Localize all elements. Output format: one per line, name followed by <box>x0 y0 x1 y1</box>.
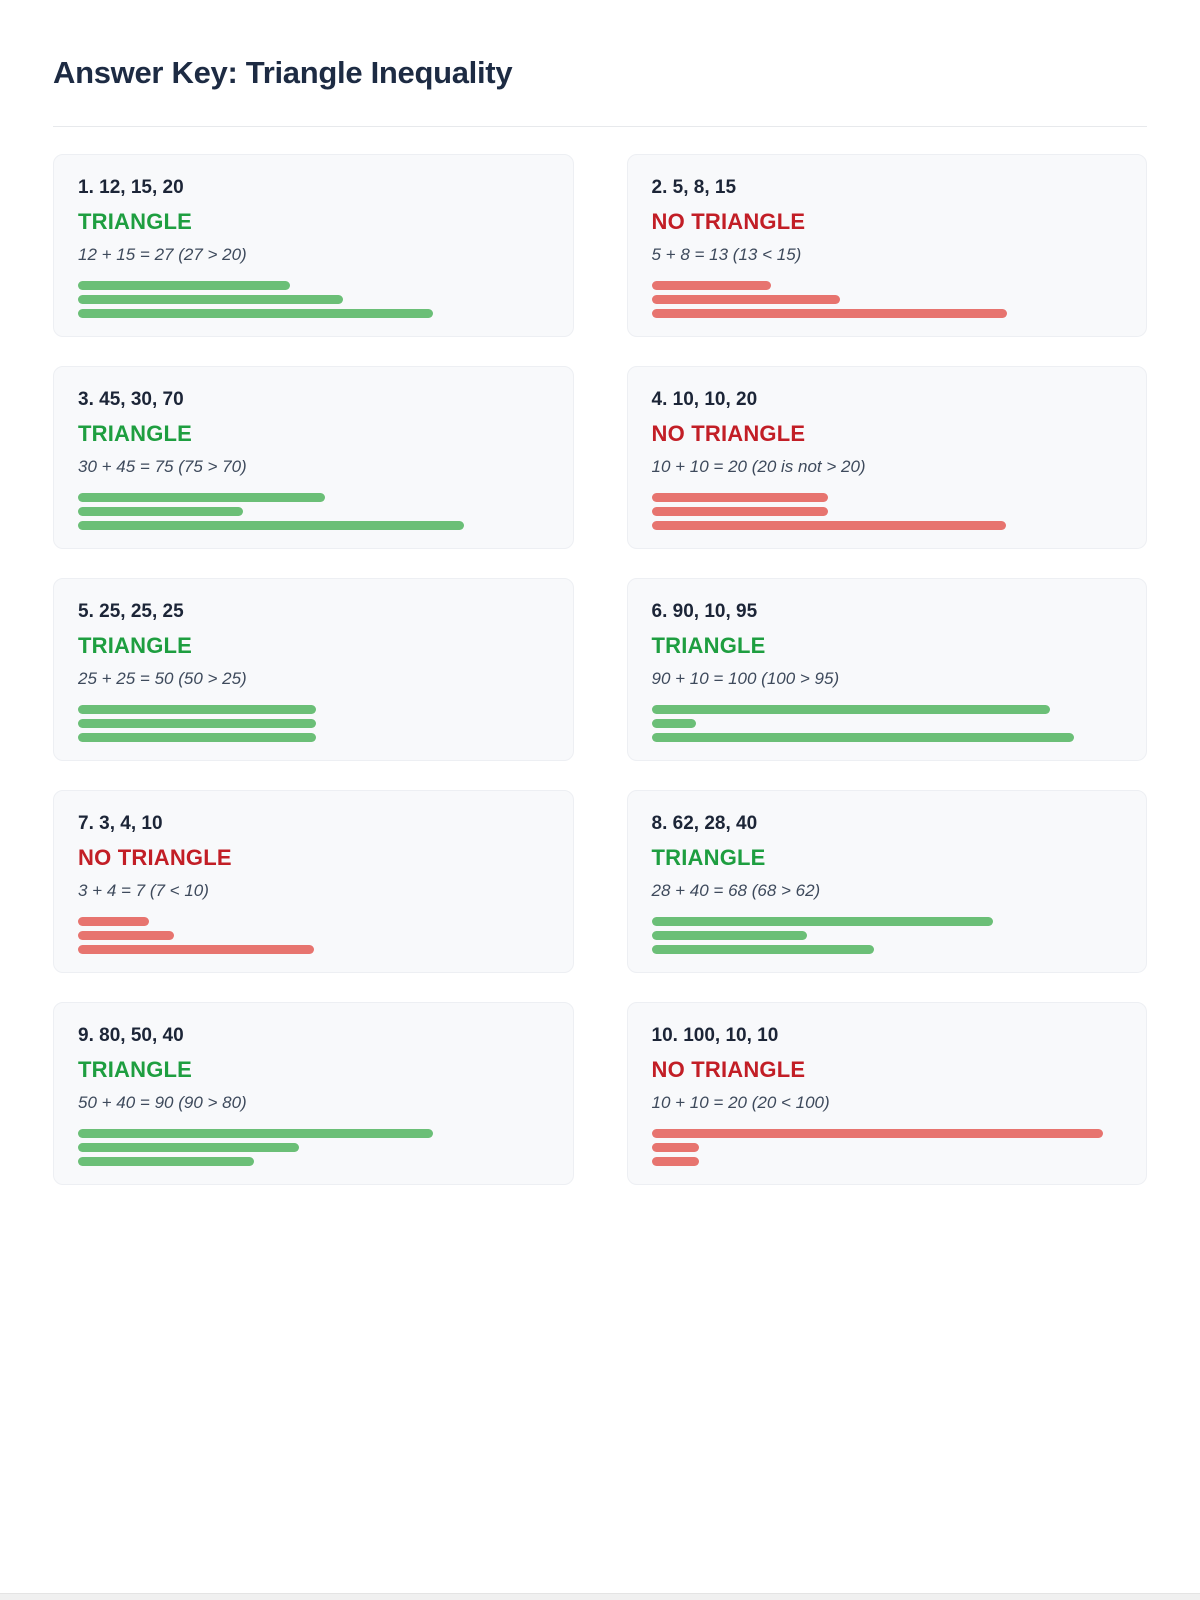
verdict-label: NO TRIANGLE <box>651 420 806 446</box>
verdict-label: TRIANGLE <box>651 632 766 658</box>
side-bars <box>651 704 1123 742</box>
side-bars <box>651 280 1123 318</box>
problem-sides: 2. 5, 8, 15 <box>651 176 737 198</box>
verdict-label: TRIANGLE <box>78 1056 193 1082</box>
side-bars <box>78 1128 549 1166</box>
answer-grid: 1. 12, 15, 20 TRIANGLE 12 + 15 = 27 (27 … <box>53 153 1147 1185</box>
side-length-bar <box>651 944 874 954</box>
side-length-bar <box>78 520 464 530</box>
verdict-label: TRIANGLE <box>651 844 766 870</box>
side-length-bar <box>78 718 317 728</box>
problem-sides: 8. 62, 28, 40 <box>651 812 758 834</box>
problem-sides: 10. 100, 10, 10 <box>651 1024 779 1046</box>
side-length-bar <box>78 704 317 714</box>
problem-sides: 1. 12, 15, 20 <box>78 176 184 198</box>
side-length-bar <box>78 916 149 926</box>
side-length-bar <box>78 308 433 318</box>
answer-card: 7. 3, 4, 10 NO TRIANGLE 3 + 4 = 7 (7 < 1… <box>53 789 574 973</box>
side-length-bar <box>78 506 243 516</box>
side-length-bar <box>651 1128 1104 1138</box>
side-length-bar <box>78 492 325 502</box>
explanation-text: 3 + 4 = 7 (7 < 10) <box>78 880 209 900</box>
side-length-bar <box>651 718 697 728</box>
side-bars <box>78 704 549 742</box>
verdict-label: NO TRIANGLE <box>651 1056 806 1082</box>
answer-card: 8. 62, 28, 40 TRIANGLE 28 + 40 = 68 (68 … <box>626 789 1147 973</box>
side-bars <box>78 280 549 318</box>
side-bars <box>78 916 549 954</box>
explanation-text: 10 + 10 = 20 (20 is not > 20) <box>651 456 866 476</box>
side-length-bar <box>78 1128 433 1138</box>
side-length-bar <box>651 704 1050 714</box>
side-length-bar <box>651 916 993 926</box>
verdict-label: TRIANGLE <box>78 632 193 658</box>
side-length-bar <box>78 1142 300 1152</box>
verdict-label: NO TRIANGLE <box>651 208 806 234</box>
explanation-text: 28 + 40 = 68 (68 > 62) <box>651 880 821 900</box>
side-length-bar <box>651 1156 699 1166</box>
problem-sides: 4. 10, 10, 20 <box>651 388 758 410</box>
title-divider <box>53 125 1147 127</box>
answer-card: 5. 25, 25, 25 TRIANGLE 25 + 25 = 50 (50 … <box>53 577 574 761</box>
page-title: Answer Key: Triangle Inequality <box>53 55 513 90</box>
side-length-bar <box>78 280 291 290</box>
side-length-bar <box>651 1142 699 1152</box>
answer-key-page: Answer Key: Triangle Inequality 1. 12, 1… <box>53 55 1147 1185</box>
side-bars <box>651 916 1123 954</box>
side-bars <box>78 492 549 530</box>
problem-sides: 3. 45, 30, 70 <box>78 388 184 410</box>
side-length-bar <box>78 1156 255 1166</box>
side-length-bar <box>651 280 771 290</box>
answer-card: 10. 100, 10, 10 NO TRIANGLE 10 + 10 = 20… <box>626 1001 1147 1185</box>
side-bars <box>651 492 1123 530</box>
side-length-bar <box>651 520 1007 530</box>
side-length-bar <box>78 294 344 304</box>
verdict-label: TRIANGLE <box>78 208 193 234</box>
bottom-strip <box>0 1593 1200 1600</box>
answer-card: 1. 12, 15, 20 TRIANGLE 12 + 15 = 27 (27 … <box>53 153 574 337</box>
verdict-label: NO TRIANGLE <box>78 844 232 870</box>
side-length-bar <box>78 732 317 742</box>
explanation-text: 90 + 10 = 100 (100 > 95) <box>651 668 840 688</box>
explanation-text: 50 + 40 = 90 (90 > 80) <box>78 1092 247 1112</box>
answer-card: 9. 80, 50, 40 TRIANGLE 50 + 40 = 90 (90 … <box>53 1001 574 1185</box>
explanation-text: 25 + 25 = 50 (50 > 25) <box>78 668 247 688</box>
side-bars <box>651 1128 1123 1166</box>
problem-sides: 5. 25, 25, 25 <box>78 600 184 622</box>
side-length-bar <box>78 930 174 940</box>
answer-card: 2. 5, 8, 15 NO TRIANGLE 5 + 8 = 13 (13 <… <box>626 153 1147 337</box>
answer-card: 6. 90, 10, 95 TRIANGLE 90 + 10 = 100 (10… <box>626 577 1147 761</box>
answer-card: 4. 10, 10, 20 NO TRIANGLE 10 + 10 = 20 (… <box>626 365 1147 549</box>
side-length-bar <box>651 492 828 502</box>
side-length-bar <box>78 944 315 954</box>
side-length-bar <box>651 732 1074 742</box>
explanation-text: 30 + 45 = 75 (75 > 70) <box>78 456 247 476</box>
explanation-text: 12 + 15 = 27 (27 > 20) <box>78 244 247 264</box>
side-length-bar <box>651 308 1008 318</box>
side-length-bar <box>651 506 828 516</box>
explanation-text: 5 + 8 = 13 (13 < 15) <box>651 244 802 264</box>
problem-sides: 7. 3, 4, 10 <box>78 812 163 834</box>
problem-sides: 6. 90, 10, 95 <box>651 600 758 622</box>
side-length-bar <box>651 930 808 940</box>
verdict-label: TRIANGLE <box>78 420 193 446</box>
problem-sides: 9. 80, 50, 40 <box>78 1024 184 1046</box>
answer-card: 3. 45, 30, 70 TRIANGLE 30 + 45 = 75 (75 … <box>53 365 574 549</box>
explanation-text: 10 + 10 = 20 (20 < 100) <box>651 1092 830 1112</box>
side-length-bar <box>651 294 840 304</box>
